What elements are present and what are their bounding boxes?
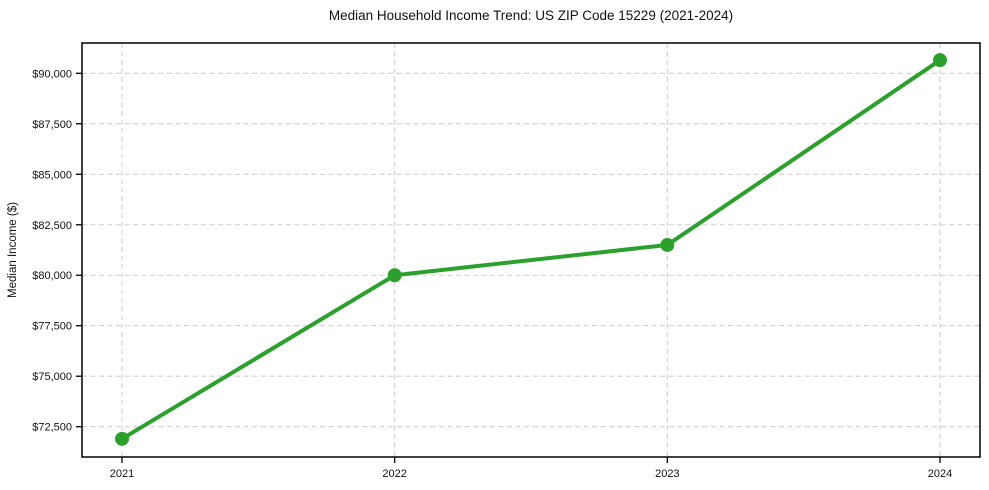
y-tick-label: $77,500: [32, 321, 72, 333]
x-tick-label: 2021: [110, 468, 134, 480]
y-tick-label: $85,000: [32, 169, 72, 181]
y-tick-label: $87,500: [32, 119, 72, 131]
data-point-2022: [387, 268, 402, 283]
x-tick-label: 2022: [382, 468, 406, 480]
y-tick-label: $90,000: [32, 68, 72, 80]
data-point-2021: [115, 431, 129, 446]
data-point-2023: [660, 237, 675, 252]
y-tick-label: $80,000: [32, 270, 72, 282]
plot-frame: [81, 42, 981, 458]
x-tick-label: 2023: [655, 468, 679, 480]
chart-title: Median Household Income Trend: US ZIP Co…: [328, 8, 734, 23]
income-trend-line: [120, 58, 942, 441]
y-tick-label: $82,500: [32, 220, 72, 232]
x-tick-label: 2024: [928, 468, 952, 480]
y-tick-label: $75,000: [32, 371, 72, 383]
data-point-2024: [933, 53, 947, 68]
y-tick-label: $72,500: [32, 422, 72, 434]
